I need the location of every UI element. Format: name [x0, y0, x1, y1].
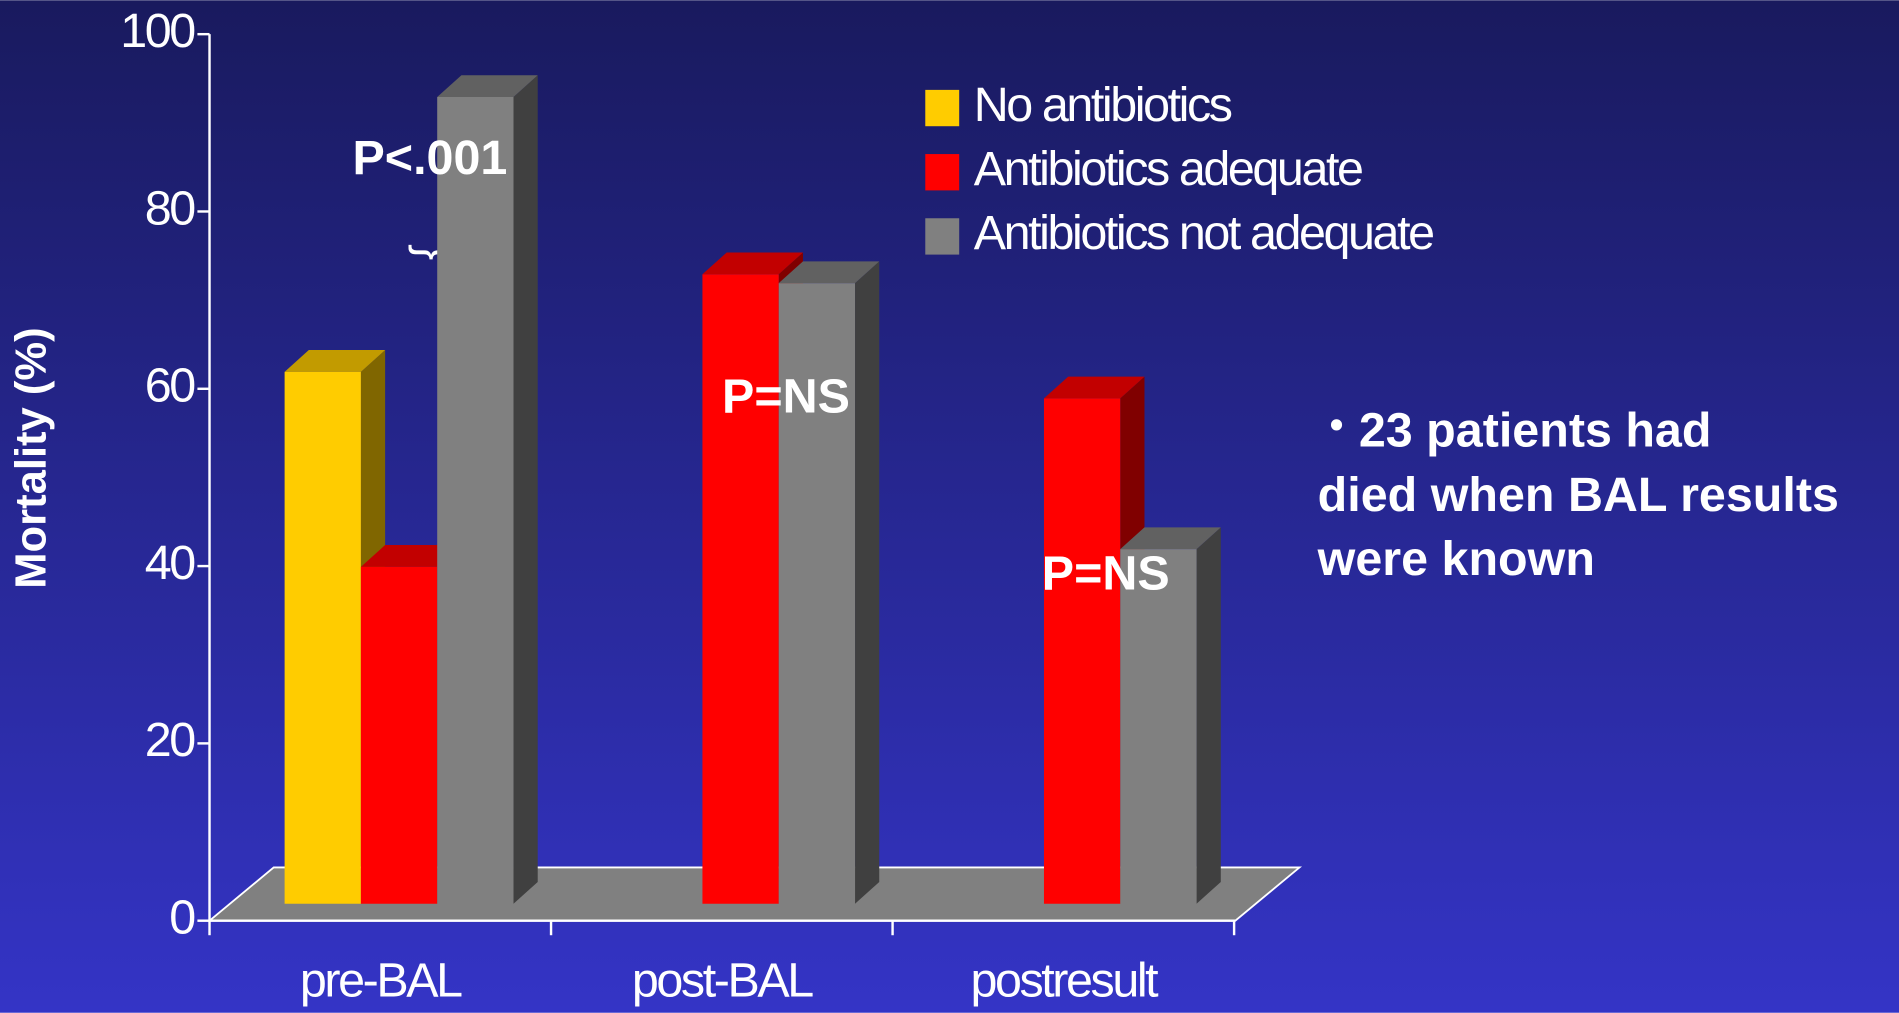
y-tick-label: 40: [145, 536, 196, 590]
bar-top: [284, 350, 386, 372]
annotation: P<.001: [353, 131, 508, 185]
bar-side: [513, 75, 538, 904]
legend-swatch: [925, 154, 960, 191]
legend-swatch: [925, 89, 960, 127]
bar: [702, 274, 779, 904]
x-tick-label: post-BAL: [632, 953, 813, 1007]
bar-top: [702, 252, 803, 275]
bar: [1120, 549, 1197, 904]
legend-label: Antibiotics not adequate: [974, 206, 1433, 260]
bar-top: [1043, 376, 1145, 399]
bar: [437, 97, 514, 904]
legend-swatch: [925, 218, 960, 255]
bullet: •: [1330, 404, 1344, 447]
legend-label: No antibiotics: [974, 78, 1232, 132]
annotation: P=NS: [722, 370, 850, 424]
bar-side: [1196, 527, 1221, 904]
bar-top: [778, 261, 880, 284]
y-tick-label: 0: [169, 890, 195, 944]
note-line: 23 patients had: [1359, 404, 1712, 458]
note-line: died when BAL results: [1318, 468, 1839, 522]
bar: [778, 283, 856, 904]
bar: [360, 566, 438, 904]
x-tick-label: postresult: [970, 953, 1159, 1007]
bar: [284, 371, 361, 904]
legend-label: Antibiotics adequate: [974, 142, 1362, 196]
bar-side: [855, 261, 880, 904]
x-tick-label: pre-BAL: [300, 953, 462, 1007]
bar-top: [360, 545, 462, 567]
note-line: were known: [1317, 532, 1595, 586]
y-axis-label: Mortality (%): [7, 327, 55, 588]
bar: [1043, 398, 1121, 904]
y-tick-label: 80: [145, 181, 196, 235]
y-tick-label: 20: [145, 713, 196, 767]
bar-top: [1120, 527, 1221, 550]
bar-top: [437, 75, 538, 98]
annotation: P=NS: [1042, 547, 1170, 601]
y-tick-label: 60: [145, 359, 196, 413]
y-tick-label: 100: [120, 4, 195, 58]
